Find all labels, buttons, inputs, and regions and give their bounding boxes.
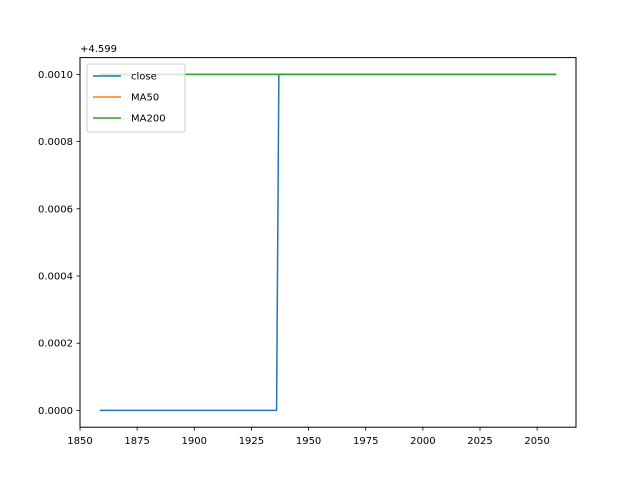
legend-label-close: close xyxy=(131,72,157,83)
legend-entries: close MA50 MA200 xyxy=(93,72,166,125)
x-tick-label: 1875 xyxy=(124,436,149,447)
y-tick-label: 0.0008 xyxy=(38,137,73,148)
y-tick-label: 0.0004 xyxy=(38,272,73,283)
x-tick-label: 2000 xyxy=(410,436,435,447)
y-tick-label: 0.0000 xyxy=(38,406,73,417)
legend-label-ma200: MA200 xyxy=(131,114,166,125)
plot-frame xyxy=(79,57,577,428)
x-tick-label: 1900 xyxy=(182,436,207,447)
x-tick-label: 2050 xyxy=(524,436,549,447)
legend-label-ma50: MA50 xyxy=(131,93,159,104)
x-tick-label: 1925 xyxy=(239,436,264,447)
x-axis: 1850 1875 1900 1925 1950 1975 2000 2025 2050 xyxy=(67,427,550,447)
y-tick-label: 0.0006 xyxy=(38,204,73,215)
y-offset-label: +4.599 xyxy=(80,44,117,55)
x-tick-label: 1850 xyxy=(67,436,92,447)
y-tick-label: 0.0002 xyxy=(38,339,73,350)
legend: close MA50 MA200 xyxy=(86,63,186,133)
legend-box xyxy=(86,63,186,133)
y-axis: 0.0000 0.0002 0.0004 0.0006 0.0008 0.0010 xyxy=(38,70,80,417)
x-tick-label: 2025 xyxy=(467,436,492,447)
x-tick-label: 1950 xyxy=(296,436,321,447)
y-tick-label: 0.0010 xyxy=(38,70,73,81)
x-tick-label: 1975 xyxy=(353,436,378,447)
